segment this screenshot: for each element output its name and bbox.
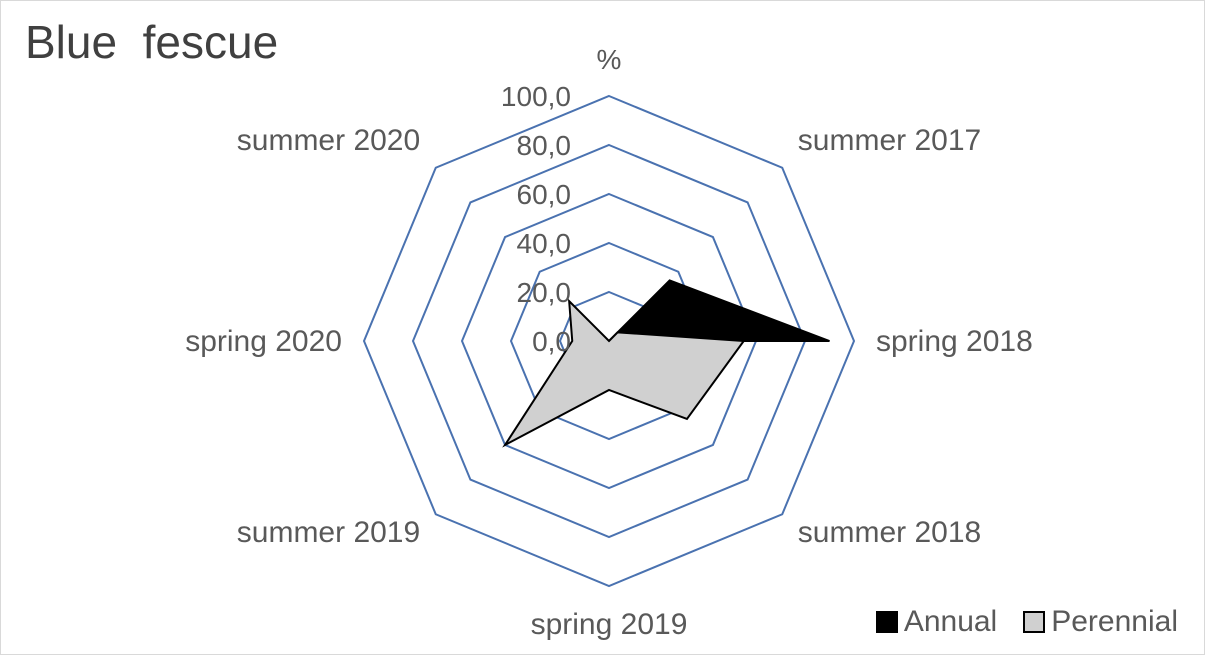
grid-ring-4 xyxy=(411,143,807,539)
grid-ring-3 xyxy=(460,192,758,490)
legend-entry-perennial: Perennial xyxy=(1023,605,1178,639)
radar-tick-labels: 0,0 20,0 40,0 60,0 80,0 100,0 xyxy=(501,81,571,357)
radar-axis-labels: summer 2017 spring 2018 summer 2018 spring … xyxy=(185,124,1033,641)
series-area-annual xyxy=(606,279,830,342)
grid-ring-5 xyxy=(362,94,856,588)
axis-label: spring 2019 xyxy=(531,608,688,641)
legend: Annual Perennial xyxy=(875,605,1178,639)
axis-label: summer 2019 xyxy=(237,516,420,549)
series-area-perennial xyxy=(502,298,746,448)
tick-label: 100,0 xyxy=(501,81,571,112)
tick-label: 20,0 xyxy=(517,277,572,308)
chart-title: Blue fescue xyxy=(25,16,279,68)
unit-label: % xyxy=(597,44,622,75)
legend-swatch-perennial xyxy=(1023,611,1046,633)
axis-label: summer 2020 xyxy=(237,124,420,157)
tick-label: 80,0 xyxy=(517,130,572,161)
axis-label: spring 2018 xyxy=(876,325,1033,358)
tick-label: 40,0 xyxy=(517,228,572,259)
tick-label: 0,0 xyxy=(532,326,571,357)
legend-label-perennial: Perennial xyxy=(1051,605,1178,638)
axis-label: spring 2020 xyxy=(185,325,342,358)
tick-label: 60,0 xyxy=(517,179,572,210)
axis-label: summer 2018 xyxy=(798,516,981,549)
legend-swatch-annual xyxy=(875,611,898,633)
radar-series xyxy=(502,279,830,448)
legend-entry-annual: Annual xyxy=(875,605,998,639)
axis-label: summer 2017 xyxy=(798,124,981,157)
legend-label-annual: Annual xyxy=(903,605,998,638)
